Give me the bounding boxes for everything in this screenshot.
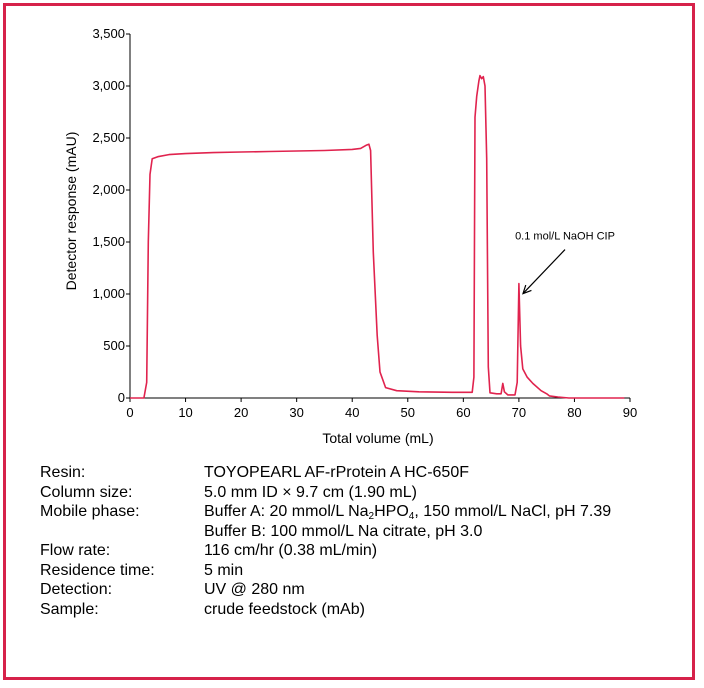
info-text: HPO xyxy=(374,503,409,520)
info-row: Mobile phase: Buffer A: 20 mmol/L Na2HPO4… xyxy=(40,502,611,522)
info-row: Buffer B: 100 mmol/L Na citrate, pH 3.0 xyxy=(40,522,611,542)
info-row: Column size: 5.0 mm ID × 9.7 cm (1.90 mL) xyxy=(40,483,611,503)
series-line xyxy=(130,74,625,399)
info-value: 5.0 mm ID × 9.7 cm (1.90 mL) xyxy=(204,483,417,503)
info-value: UV @ 280 nm xyxy=(204,580,305,600)
annotation-arrow xyxy=(522,249,566,295)
x-tick-label: 80 xyxy=(567,405,581,420)
info-row: Sample: crude feedstock (mAb) xyxy=(40,600,611,620)
x-tick-label: 10 xyxy=(178,405,192,420)
info-value: crude feedstock (mAb) xyxy=(204,600,365,620)
info-value: 116 cm/hr (0.38 mL/min) xyxy=(204,541,377,561)
info-subscript: 2 xyxy=(368,511,375,522)
x-tick-label: 70 xyxy=(512,405,526,420)
annotation-label: 0.1 mol/L NaOH CIP xyxy=(515,231,615,243)
info-text: Buffer B: 100 mmol/L Na citrate, pH 3.0 xyxy=(204,522,483,540)
info-subscript: 4 xyxy=(408,511,415,522)
chromatogram-chart: 0 10 20 30 40 50 60 70 80 90 0 500 1,000 1,500 2,000 2,… xyxy=(63,26,637,446)
info-row: Flow rate: 116 cm/hr (0.38 mL/min) xyxy=(40,541,611,561)
info-row: Resin: TOYOPEARL AF-rProtein A HC-650F xyxy=(40,463,611,483)
x-tick-label: 40 xyxy=(345,405,359,420)
x-tick-label: 60 xyxy=(456,405,470,420)
x-axis-label: Total volume (mL) xyxy=(322,430,433,446)
method-info: Resin: TOYOPEARL AF-rProtein A HC-650F Col… xyxy=(40,463,611,619)
info-text: UV @ 280 nm xyxy=(204,581,305,598)
y-tick-label: 3,000 xyxy=(92,78,125,93)
y-tick-label: 1,000 xyxy=(92,286,125,301)
info-value: Buffer A: 20 mmol/L Na2HPO4, 150 mmol/L … xyxy=(204,502,611,522)
info-text: 116 cm/hr (0.38 mL/min) xyxy=(204,542,378,559)
y-tick-label: 1,500 xyxy=(92,234,125,249)
info-text: crude feedstock (mAb) xyxy=(204,600,365,618)
info-text: , 150 mmol/L NaCl, pH 7.39 xyxy=(414,503,612,520)
info-label: Detection: xyxy=(40,581,113,598)
info-label: Column size: xyxy=(40,483,133,501)
info-text: 5.0 mm ID × 9.7 cm (1.90 mL) xyxy=(204,483,417,501)
info-label: Mobile phase: xyxy=(40,503,140,520)
annotation-arrow-shaft xyxy=(522,249,566,295)
info-row: Residence time: 5 min xyxy=(40,561,611,581)
info-value: Buffer B: 100 mmol/L Na citrate, pH 3.0 xyxy=(204,522,482,542)
info-label xyxy=(40,522,204,542)
info-label: Resin: xyxy=(40,464,86,481)
figure-frame xyxy=(3,3,695,680)
info-label: Flow rate: xyxy=(40,542,111,559)
x-tick-label: 20 xyxy=(234,405,248,420)
x-tick-label: 0 xyxy=(126,405,133,420)
info-row: Detection: UV @ 280 nm xyxy=(40,580,611,600)
x-tick-label: 30 xyxy=(289,405,303,420)
y-tick-label: 0 xyxy=(118,390,125,405)
annotation-arrow-head xyxy=(522,284,532,295)
info-text: TOYOPEARL AF-rProtein A HC-650F xyxy=(204,464,469,481)
y-tick-label: 2,000 xyxy=(92,182,125,197)
info-label: Residence time: xyxy=(40,561,155,579)
y-tick-label: 3,500 xyxy=(92,26,125,41)
ticks: 0 10 20 30 40 50 60 70 80 90 0 500 1,000 1,500 2,000 2,… xyxy=(92,26,637,420)
info-label: Sample: xyxy=(40,600,99,618)
axes xyxy=(129,34,630,399)
info-value: 5 min xyxy=(204,561,243,581)
y-axis-label: Detector response (mAU) xyxy=(63,132,79,291)
y-tick-label: 500 xyxy=(103,338,125,353)
x-tick-label: 50 xyxy=(401,405,415,420)
y-tick-label: 2,500 xyxy=(92,130,125,145)
info-value: TOYOPEARL AF-rProtein A HC-650F xyxy=(204,463,469,483)
x-tick-label: 90 xyxy=(623,405,637,420)
info-text: 5 min xyxy=(204,561,244,579)
info-text: Buffer A: 20 mmol/L Na xyxy=(204,503,369,520)
